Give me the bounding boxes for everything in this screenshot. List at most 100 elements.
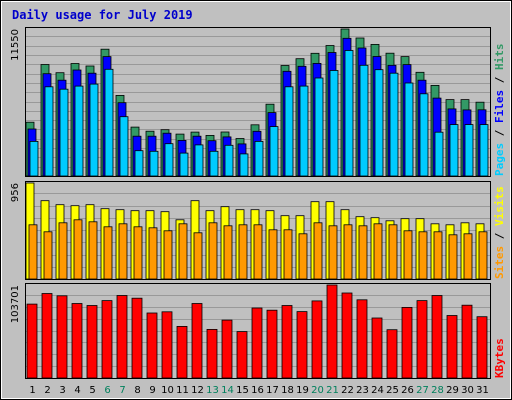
legend-entry: / <box>493 70 506 90</box>
bar-pages-day-17 <box>269 126 279 177</box>
bar-kbytes-day-16 <box>251 307 263 379</box>
bar-sites-day-16 <box>253 224 263 280</box>
series-legend: KBytes <box>493 338 506 378</box>
y-max-label: 11550 <box>10 29 21 61</box>
bar-kbytes-day-23 <box>356 299 368 379</box>
bar-sites-day-27 <box>418 231 428 280</box>
x-tick-day-29: 29 <box>446 385 459 396</box>
x-tick-day-18: 18 <box>281 385 294 396</box>
bar-kbytes-day-28 <box>431 295 443 379</box>
bar-sites-day-13 <box>208 222 218 280</box>
bar-pages-day-31 <box>479 124 489 177</box>
y-max-label: 956 <box>10 183 21 202</box>
bar-sites-day-25 <box>388 224 398 280</box>
chart-panels: 11550 Pages / Files / Hits 956 Sites / Visi… <box>10 27 506 379</box>
bar-sites-day-19 <box>298 233 308 280</box>
bar-sites-day-11 <box>178 223 188 280</box>
bar-pages-day-8 <box>134 150 144 177</box>
bar-kbytes-day-14 <box>221 319 233 379</box>
bar-sites-day-18 <box>283 229 293 280</box>
bar-sites-day-23 <box>358 225 368 280</box>
bar-kbytes-day-10 <box>161 311 173 379</box>
bar-pages-day-5 <box>89 83 99 177</box>
x-tick-day-4: 4 <box>74 385 80 396</box>
bar-sites-day-8 <box>133 226 143 280</box>
panel-hits_files_pages: 11550 Pages / Files / Hits <box>10 27 506 177</box>
legend-entry: Sites <box>493 246 506 279</box>
bar-sites-day-28 <box>433 231 443 280</box>
bar-sites-day-17 <box>268 229 278 280</box>
bar-kbytes-day-20 <box>311 300 323 379</box>
x-tick-day-14: 14 <box>221 385 234 396</box>
x-tick-day-28: 28 <box>431 385 444 396</box>
bar-sites-day-15 <box>238 224 248 280</box>
x-tick-day-10: 10 <box>161 385 174 396</box>
bar-pages-day-10 <box>164 143 174 177</box>
x-tick-day-8: 8 <box>134 385 140 396</box>
bar-pages-day-27 <box>419 93 429 177</box>
bar-sites-day-14 <box>223 225 233 280</box>
x-tick-day-27: 27 <box>416 385 429 396</box>
bar-sites-day-3 <box>58 222 68 280</box>
x-tick-day-1: 1 <box>29 385 35 396</box>
legend-entry: KBytes <box>493 338 506 378</box>
x-tick-day-9: 9 <box>149 385 155 396</box>
bar-kbytes-day-27 <box>416 300 428 379</box>
legend-entry: Pages <box>493 143 506 176</box>
bar-kbytes-day-19 <box>296 311 308 379</box>
x-tick-day-15: 15 <box>236 385 249 396</box>
bar-kbytes-day-7 <box>116 295 128 379</box>
bar-sites-day-1 <box>28 224 38 280</box>
x-tick-day-16: 16 <box>251 385 264 396</box>
bar-kbytes-day-30 <box>461 304 473 379</box>
bar-sites-day-9 <box>148 227 158 280</box>
bar-sites-day-21 <box>328 225 338 280</box>
bar-pages-day-12 <box>194 144 204 177</box>
legend-entry: Visits <box>493 186 506 226</box>
legend-entry: / <box>493 123 506 143</box>
bar-sites-day-20 <box>313 222 323 280</box>
bar-sites-day-5 <box>88 221 98 280</box>
x-tick-day-7: 7 <box>119 385 125 396</box>
bar-pages-day-24 <box>374 69 384 177</box>
bar-kbytes-day-25 <box>386 329 398 379</box>
bar-kbytes-day-8 <box>131 297 143 379</box>
bar-kbytes-day-5 <box>86 305 98 379</box>
bar-pages-day-9 <box>149 150 159 177</box>
bar-kbytes-day-21 <box>326 284 338 379</box>
legend-entry: Hits <box>493 44 506 71</box>
bar-kbytes-day-15 <box>236 331 248 379</box>
bar-sites-day-2 <box>43 231 53 280</box>
bar-pages-day-4 <box>74 85 84 177</box>
x-tick-day-30: 30 <box>461 385 474 396</box>
bar-pages-day-20 <box>314 77 324 177</box>
bar-kbytes-day-29 <box>446 315 458 379</box>
x-tick-day-3: 3 <box>59 385 65 396</box>
bar-pages-day-21 <box>329 70 339 177</box>
bar-pages-day-6 <box>104 68 114 177</box>
x-tick-day-31: 31 <box>476 385 489 396</box>
x-tick-day-22: 22 <box>341 385 354 396</box>
bar-kbytes-day-12 <box>191 303 203 379</box>
bar-pages-day-22 <box>344 50 354 177</box>
bar-kbytes-day-22 <box>341 292 353 379</box>
bar-pages-day-13 <box>209 150 219 177</box>
x-tick-day-24: 24 <box>371 385 384 396</box>
x-tick-day-12: 12 <box>191 385 204 396</box>
bar-pages-day-26 <box>404 82 414 177</box>
bar-kbytes-day-13 <box>206 328 218 379</box>
bar-pages-day-30 <box>464 124 474 177</box>
bar-sites-day-10 <box>163 230 173 280</box>
bar-pages-day-18 <box>284 86 294 177</box>
bar-sites-day-29 <box>448 234 458 280</box>
x-tick-day-2: 2 <box>44 385 50 396</box>
bar-kbytes-day-3 <box>56 295 68 379</box>
bar-kbytes-day-6 <box>101 300 113 379</box>
x-tick-day-21: 21 <box>326 385 339 396</box>
bar-pages-day-25 <box>389 72 399 177</box>
bar-sites-day-4 <box>73 219 83 280</box>
bar-kbytes-day-9 <box>146 312 158 379</box>
bar-kbytes-day-17 <box>266 309 278 379</box>
